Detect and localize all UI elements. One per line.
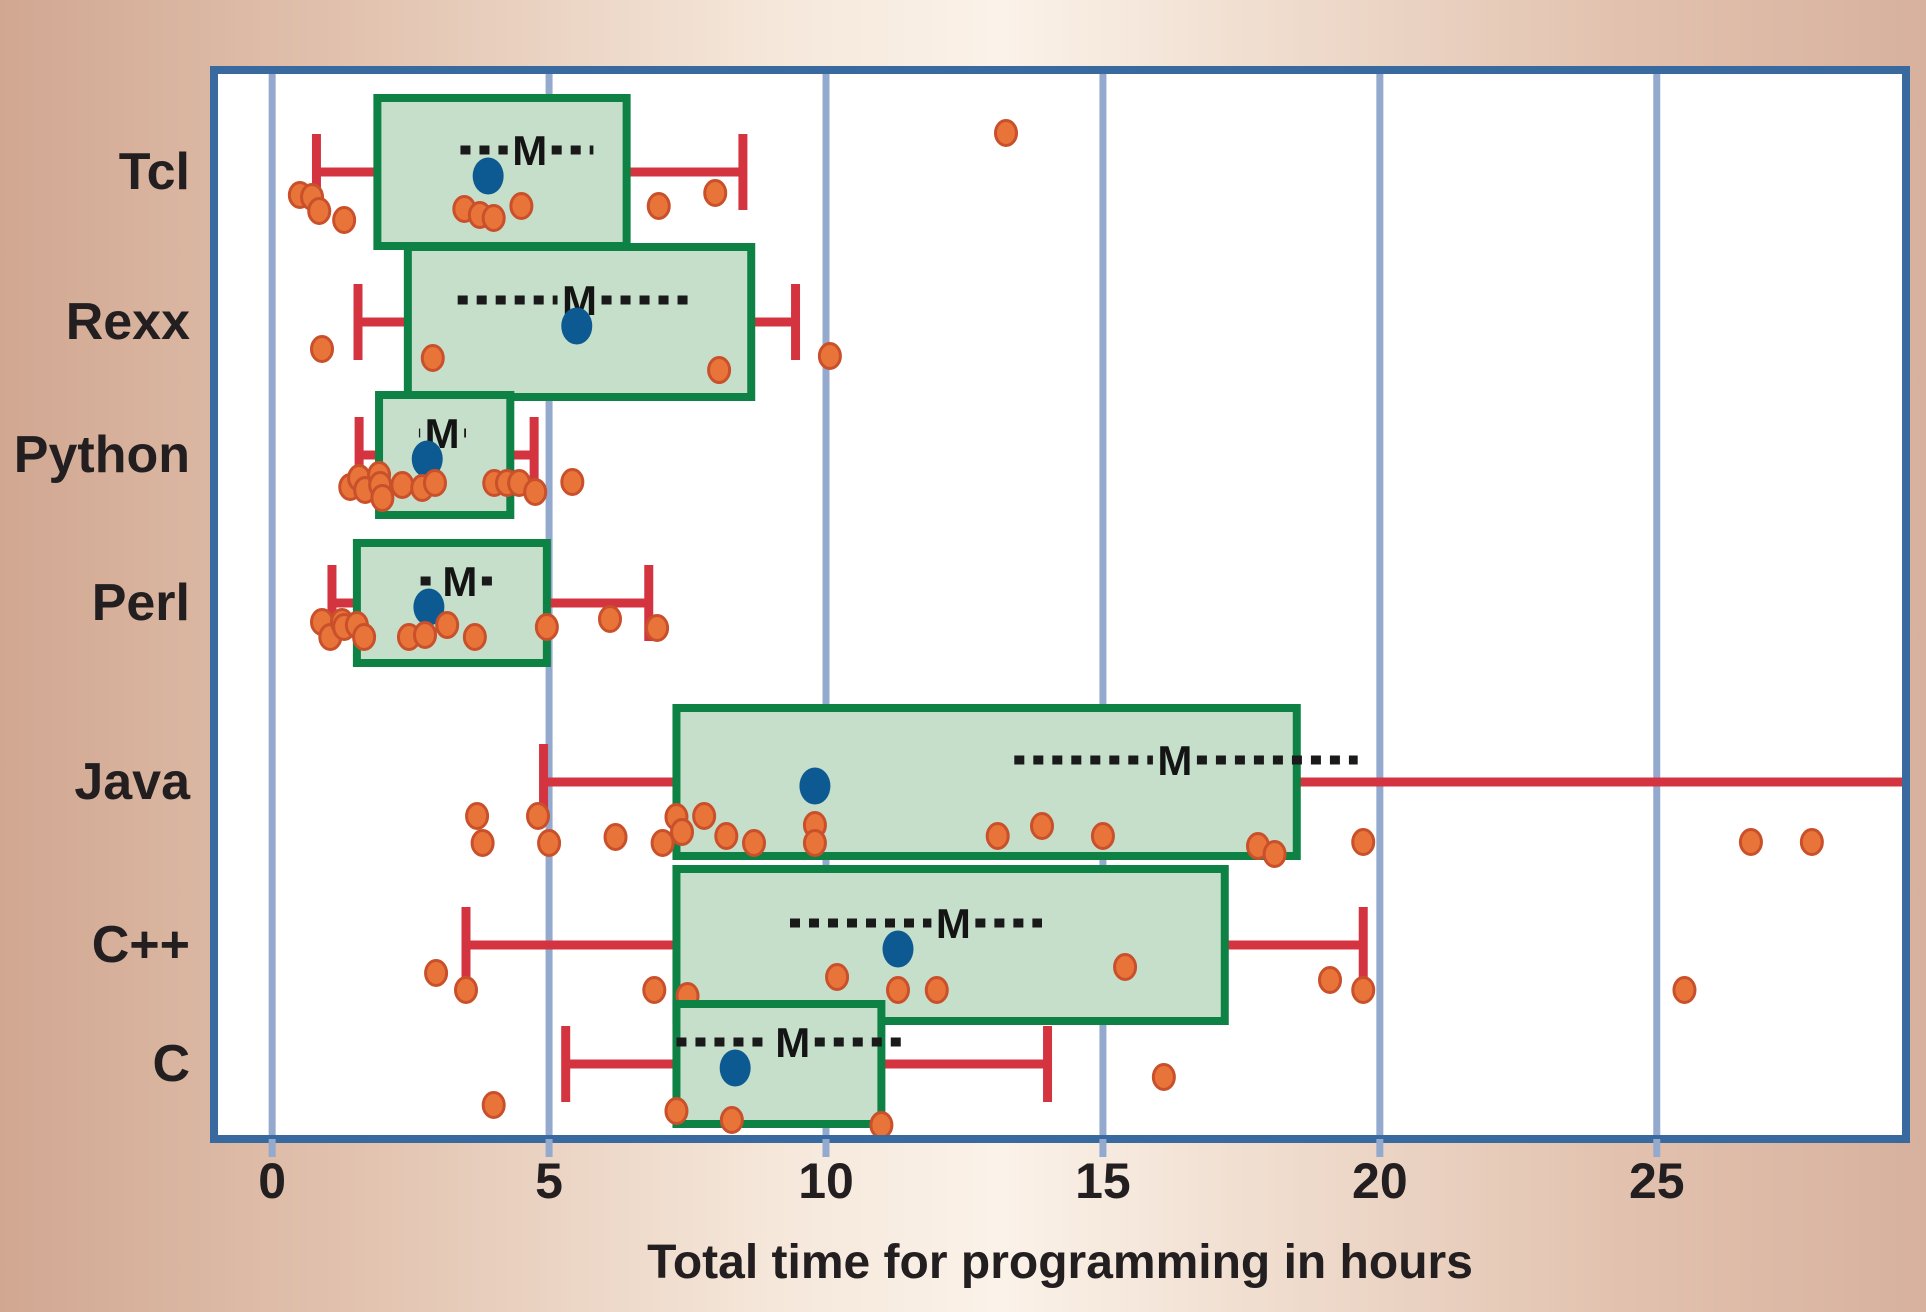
iqr-box — [672, 1000, 886, 1128]
data-point — [534, 613, 559, 641]
data-point — [1799, 828, 1824, 856]
data-point — [454, 976, 478, 1004]
data-point — [420, 344, 445, 372]
data-point — [664, 1097, 689, 1125]
data-point — [424, 959, 449, 987]
data-point — [465, 802, 490, 830]
row-label-tcl: Tcl — [119, 143, 190, 201]
data-point — [924, 976, 949, 1004]
data-point — [598, 605, 622, 633]
iqr-box — [672, 865, 1229, 1025]
data-point — [869, 1111, 894, 1139]
boxplot-row-tcl: M — [287, 94, 1018, 250]
data-point — [1262, 840, 1287, 868]
data-point — [1151, 1063, 1176, 1091]
row-label-python: Python — [14, 426, 190, 484]
data-point — [1351, 828, 1376, 856]
data-point — [645, 614, 670, 642]
data-point — [646, 192, 671, 220]
data-point — [1030, 812, 1054, 840]
iqr-box — [672, 704, 1301, 860]
data-point — [742, 829, 766, 857]
data-point — [825, 963, 850, 991]
boxplot-row-rexx: M — [310, 243, 842, 401]
boxplot-row-python: M — [338, 391, 585, 519]
boxplot-row-c: M — [481, 1000, 1176, 1139]
tick-label: 25 — [1629, 1153, 1685, 1209]
median-dot — [719, 1049, 751, 1087]
data-point — [307, 197, 332, 225]
tick-label: 5 — [535, 1153, 563, 1209]
data-point — [886, 976, 910, 1004]
row-label-c: C — [152, 1035, 190, 1093]
data-point — [560, 468, 585, 496]
boxplot-row-java: M — [465, 704, 1906, 868]
mean-marker: M — [936, 900, 971, 947]
tick-label: 20 — [1352, 1153, 1408, 1209]
data-point — [802, 829, 827, 857]
data-point — [1672, 976, 1697, 1004]
boxplot-row-cpp: M — [424, 865, 1697, 1025]
data-point — [332, 206, 357, 234]
data-point — [650, 829, 675, 857]
data-point — [707, 356, 732, 384]
row-label-rexx: Rexx — [66, 293, 190, 351]
row-label-java: Java — [74, 753, 191, 811]
data-point — [523, 478, 548, 506]
data-point — [537, 829, 562, 857]
tick-label: 15 — [1075, 1153, 1131, 1209]
data-point — [603, 823, 628, 851]
median-dot — [413, 588, 445, 626]
median-dot — [411, 440, 443, 478]
x-axis-ticks: 0 5 10 15 20 25 — [258, 1139, 1685, 1209]
tick-label: 0 — [258, 1153, 286, 1209]
median-dot — [882, 930, 914, 968]
data-point — [714, 822, 739, 850]
mean-marker: M — [512, 127, 547, 174]
data-point — [370, 484, 395, 512]
data-point — [703, 179, 728, 207]
mean-marker: M — [1157, 737, 1192, 784]
median-dot — [472, 157, 504, 195]
data-point — [719, 1106, 744, 1134]
data-point — [509, 192, 534, 220]
row-label-perl: Perl — [92, 574, 190, 632]
data-point — [1738, 828, 1763, 856]
row-label-cpp: C++ — [92, 916, 190, 974]
data-point — [670, 818, 694, 846]
data-point — [481, 204, 506, 232]
median-dot — [799, 767, 831, 805]
data-point — [422, 469, 447, 497]
iqr-box — [352, 539, 551, 667]
data-point — [352, 623, 377, 651]
data-point — [994, 119, 1018, 147]
data-point — [390, 471, 415, 499]
median-dot — [561, 307, 593, 345]
data-point — [310, 335, 334, 363]
y-axis-labels: Tcl Rexx Python Perl Java C++ C — [14, 143, 191, 1093]
data-point — [817, 342, 842, 370]
boxplot-row-perl: M — [310, 539, 670, 667]
data-point — [1318, 966, 1342, 994]
data-point — [526, 802, 550, 830]
mean-marker: M — [442, 558, 477, 605]
data-point — [1351, 976, 1376, 1004]
data-point — [435, 611, 460, 639]
x-axis-title: Total time for programming in hours — [647, 1236, 1473, 1289]
data-point — [481, 1091, 506, 1119]
data-point — [462, 623, 487, 651]
data-point — [1090, 822, 1115, 850]
data-point — [1113, 953, 1138, 981]
data-point — [413, 621, 438, 649]
mean-marker: M — [775, 1019, 810, 1066]
data-point — [642, 976, 667, 1004]
tick-label: 10 — [798, 1153, 854, 1209]
plot-frame — [210, 66, 1910, 1143]
data-point — [692, 802, 717, 830]
data-point — [470, 829, 495, 857]
data-point — [985, 822, 1010, 850]
